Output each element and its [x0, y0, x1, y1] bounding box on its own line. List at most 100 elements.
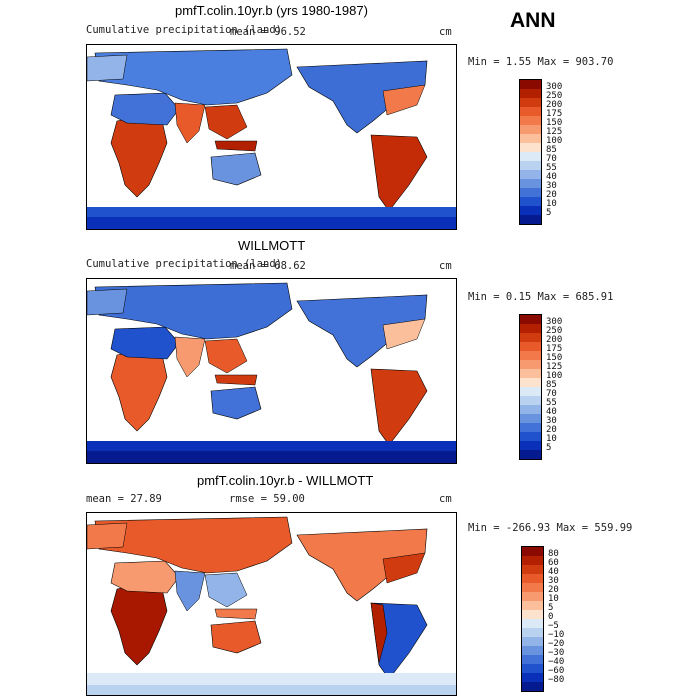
colorbar-level-label: 80 — [548, 549, 559, 559]
eurasia-landmass — [94, 516, 293, 574]
colorbar-level-label: 40 — [546, 407, 557, 417]
antarctica-interior — [87, 217, 456, 229]
panel-2-mean: mean = 68.62 — [230, 260, 306, 272]
colorbar-level-label: 85 — [546, 380, 557, 390]
australia-landmass — [210, 620, 262, 654]
colorbar-swatch — [520, 143, 541, 152]
south-asia-region — [174, 570, 206, 612]
colorbar-level-label: 100 — [546, 136, 563, 146]
colorbar-swatch — [522, 610, 543, 619]
colorbar-level-label: 250 — [546, 326, 563, 336]
africa-landmass — [110, 114, 168, 198]
north-america-landmass — [296, 60, 428, 134]
panel-1-subtitle: Cumulative precipitation (land) — [86, 24, 282, 36]
colorbar-swatch — [520, 98, 541, 107]
antarctica-interior — [87, 685, 456, 695]
europe-region — [87, 54, 128, 82]
colorbar-swatch — [522, 583, 543, 592]
colorbar-swatch — [522, 637, 543, 646]
colorbar-swatch — [520, 116, 541, 125]
colorbar-level-label: 40 — [546, 172, 557, 182]
colorbar-swatch — [522, 547, 543, 556]
colorbar-level-label: 5 — [546, 443, 552, 453]
colorbar-swatch — [520, 324, 541, 333]
colorbar-level-label: 200 — [546, 335, 563, 345]
south-asia-region — [174, 336, 206, 378]
africa-landmass — [110, 348, 168, 432]
colorbar-level-label: 100 — [546, 371, 563, 381]
colorbar-swatch — [522, 574, 543, 583]
colorbar-swatch — [520, 134, 541, 143]
colorbar-level-label: 20 — [546, 190, 557, 200]
panel-3-units: cm — [439, 493, 452, 505]
europe-region — [87, 522, 128, 550]
colorbar-level-label: 40 — [548, 567, 559, 577]
colorbar-swatch — [520, 152, 541, 161]
colorbar-level-label: −20 — [548, 639, 565, 649]
colorbar-level-label: 60 — [548, 558, 559, 568]
colorbar-level-label: 55 — [546, 163, 557, 173]
australia-landmass — [210, 386, 262, 420]
panel-1-colorbar-box — [519, 79, 542, 225]
colorbar-swatch — [520, 215, 541, 224]
colorbar-level-label: 20 — [548, 585, 559, 595]
colorbar-level-label: 20 — [546, 425, 557, 435]
panel-3-map-svg — [87, 516, 456, 695]
colorbar-level-label: −40 — [548, 657, 565, 667]
north-america-landmass — [296, 528, 428, 602]
colorbar-level-label: 85 — [546, 145, 557, 155]
africa-north — [110, 326, 180, 360]
panel-2-map-svg — [87, 282, 456, 463]
colorbar-swatch — [520, 206, 541, 215]
europe-region — [87, 288, 128, 316]
colorbar-swatch — [522, 664, 543, 673]
colorbar-swatch — [520, 369, 541, 378]
colorbar-swatch — [520, 405, 541, 414]
colorbar-swatch — [522, 601, 543, 610]
season-label: ANN — [510, 9, 556, 32]
colorbar-swatch — [522, 565, 543, 574]
colorbar-level-label: 5 — [546, 208, 552, 218]
colorbar-swatch — [522, 682, 543, 691]
eurasia-landmass — [94, 282, 293, 340]
colorbar-level-label: 300 — [546, 82, 563, 92]
colorbar-swatch — [520, 188, 541, 197]
colorbar-level-label: 125 — [546, 362, 563, 372]
south-america-landmass — [370, 368, 428, 446]
panel-3-title: pmfT.colin.10yr.b - WILLMOTT — [197, 473, 374, 488]
colorbar-swatch — [520, 423, 541, 432]
colorbar-swatch — [520, 378, 541, 387]
colorbar-level-label: 10 — [546, 434, 557, 444]
colorbar-swatch — [520, 80, 541, 89]
africa-landmass — [110, 582, 168, 666]
colorbar-swatch — [522, 592, 543, 601]
maritime-continent — [214, 608, 258, 620]
south-america-rim — [370, 602, 388, 664]
colorbar-swatch — [520, 351, 541, 360]
africa-north — [110, 92, 180, 126]
africa-north — [110, 560, 180, 594]
colorbar-swatch — [520, 342, 541, 351]
panel-3-colorbar-box — [521, 546, 544, 692]
colorbar-level-label: 70 — [546, 154, 557, 164]
maritime-continent — [214, 140, 258, 152]
colorbar-level-label: 125 — [546, 127, 563, 137]
panel-1-title: pmfT.colin.10yr.b (yrs 1980-1987) — [175, 3, 368, 18]
colorbar-level-label: −80 — [548, 675, 565, 685]
colorbar-swatch — [520, 387, 541, 396]
panel-3-mean: mean = 27.89 — [86, 493, 162, 505]
colorbar-level-label: 70 — [546, 389, 557, 399]
colorbar-swatch — [520, 333, 541, 342]
panel-2-colorbar-box — [519, 314, 542, 460]
colorbar-level-label: 250 — [546, 91, 563, 101]
colorbar-level-label: 30 — [548, 576, 559, 586]
colorbar-swatch — [522, 556, 543, 565]
colorbar-level-label: 300 — [546, 317, 563, 327]
south-america-landmass — [370, 134, 428, 212]
panel-2-minmax: Min = 0.15 Max = 685.91 — [468, 291, 614, 303]
colorbar-swatch — [520, 125, 541, 134]
panel-1-map — [86, 44, 457, 230]
southeast-asia-region — [204, 572, 248, 608]
colorbar-level-label: 10 — [546, 199, 557, 209]
eurasia-landmass — [94, 48, 293, 106]
